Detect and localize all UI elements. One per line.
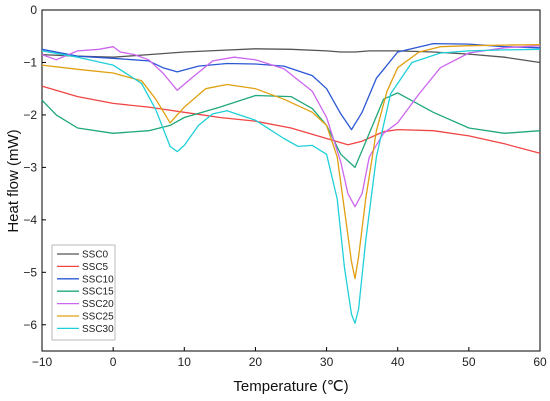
plot-frame <box>41 9 541 352</box>
series-line-ssc25 <box>41 43 541 280</box>
y-tick-label: −5 <box>23 265 37 279</box>
x-axis-ticks: −10 0 10 20 30 40 50 60 <box>32 347 547 369</box>
x-tick-label: 40 <box>391 355 405 369</box>
legend-label: SSC5 <box>82 262 109 273</box>
x-tick-label: 20 <box>249 355 263 369</box>
legend-label: SSC30 <box>82 324 114 335</box>
legend-label: SSC15 <box>82 287 114 298</box>
legend-label: SSC20 <box>82 299 114 310</box>
y-axis-title: Heat flow (mW) <box>5 129 22 232</box>
y-tick-label: 0 <box>30 3 37 17</box>
series-line-ssc30 <box>41 48 541 324</box>
series-lines <box>41 42 541 324</box>
legend-box <box>51 244 116 341</box>
x-tick-label: 60 <box>533 355 547 369</box>
series-line-ssc15 <box>41 92 541 169</box>
legend-label: SSC10 <box>82 274 114 285</box>
x-axis-title: Temperature (℃) <box>233 378 348 395</box>
y-tick-label: −2 <box>23 108 37 122</box>
legend-label: SSC25 <box>82 312 114 323</box>
legend-label: SSC0 <box>82 250 109 261</box>
x-tick-label: 10 <box>178 355 192 369</box>
y-tick-label: −4 <box>23 213 37 227</box>
x-tick-label: −10 <box>32 355 53 369</box>
x-tick-label: 0 <box>110 355 117 369</box>
x-tick-label: 50 <box>462 355 476 369</box>
series-line-ssc5 <box>41 85 541 154</box>
x-tick-label: 30 <box>320 355 334 369</box>
y-axis-ticks: 0 −1 −2 −3 −4 −5 −6 <box>23 3 46 332</box>
series-line-ssc10 <box>41 42 541 131</box>
y-tick-label: −1 <box>23 55 37 69</box>
y-tick-label: −6 <box>23 318 37 332</box>
y-tick-label: −3 <box>23 160 37 174</box>
series-line-ssc20 <box>41 45 541 208</box>
